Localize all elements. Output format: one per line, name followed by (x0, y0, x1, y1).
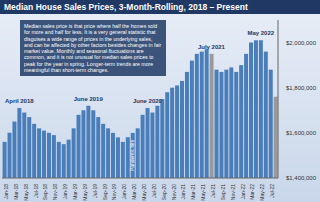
svg-text:Mar-19: Mar-19 (72, 184, 78, 200)
svg-text:April 2018: April 2018 (8, 98, 34, 104)
svg-text:$1,400,000: $1,400,000 (286, 175, 312, 181)
svg-text:Mar-20: Mar-20 (131, 184, 137, 200)
svg-text:Pandemic hits: Pandemic hits (129, 139, 135, 171)
svg-text:Jul-18: Jul-18 (33, 184, 39, 198)
svg-text:May-21: May-21 (200, 184, 206, 201)
svg-text:June 2020: June 2020 (133, 98, 163, 104)
svg-text:June 2019: June 2019 (74, 96, 104, 102)
svg-text:Jul-22: Jul-22 (269, 184, 275, 198)
svg-text:Nov-18: Nov-18 (52, 184, 58, 200)
svg-text:Jul-21: Jul-21 (210, 184, 216, 198)
svg-text:Sep-19: Sep-19 (102, 184, 108, 200)
svg-text:May-19: May-19 (82, 184, 88, 201)
svg-text:Mar-22: Mar-22 (249, 184, 255, 200)
svg-text:Jan-22: Jan-22 (240, 184, 246, 200)
svg-text:Sep-21: Sep-21 (220, 184, 226, 200)
svg-text:May 2022: May 2022 (247, 30, 274, 36)
svg-text:$1,600,000: $1,600,000 (286, 130, 312, 136)
svg-text:Jan-18: Jan-18 (8, 184, 9, 200)
svg-text:$2,000,000: $2,000,000 (286, 40, 312, 46)
svg-text:Jul-20: Jul-20 (151, 184, 157, 198)
svg-text:Sep-20: Sep-20 (161, 184, 167, 200)
svg-text:Mar-18: Mar-18 (13, 184, 19, 200)
svg-text:Jan-21: Jan-21 (180, 184, 186, 200)
svg-text:Jan-19: Jan-19 (62, 184, 68, 200)
svg-text:May-20: May-20 (141, 184, 147, 201)
svg-text:May-22: May-22 (259, 184, 265, 201)
svg-text:Jan-20: Jan-20 (121, 184, 127, 200)
svg-text:Nov-19: Nov-19 (111, 184, 117, 200)
svg-text:Sep-18: Sep-18 (42, 184, 48, 200)
svg-text:May-18: May-18 (23, 184, 29, 201)
svg-text:$1,800,000: $1,800,000 (286, 85, 312, 91)
svg-text:Jul-19: Jul-19 (92, 184, 98, 198)
html-text:Median House Sales Prices, 3-M: Median House Sales Prices, 3-Month-Rolli… (4, 2, 248, 12)
html-text:Median sales price is that pri: Median sales price is that price where h… (24, 23, 162, 74)
svg-text:Mar-21: Mar-21 (190, 184, 196, 200)
svg-text:Nov-21: Nov-21 (230, 184, 236, 200)
svg-text:July 2021: July 2021 (198, 44, 226, 50)
svg-text:Nov-20: Nov-20 (171, 184, 177, 200)
